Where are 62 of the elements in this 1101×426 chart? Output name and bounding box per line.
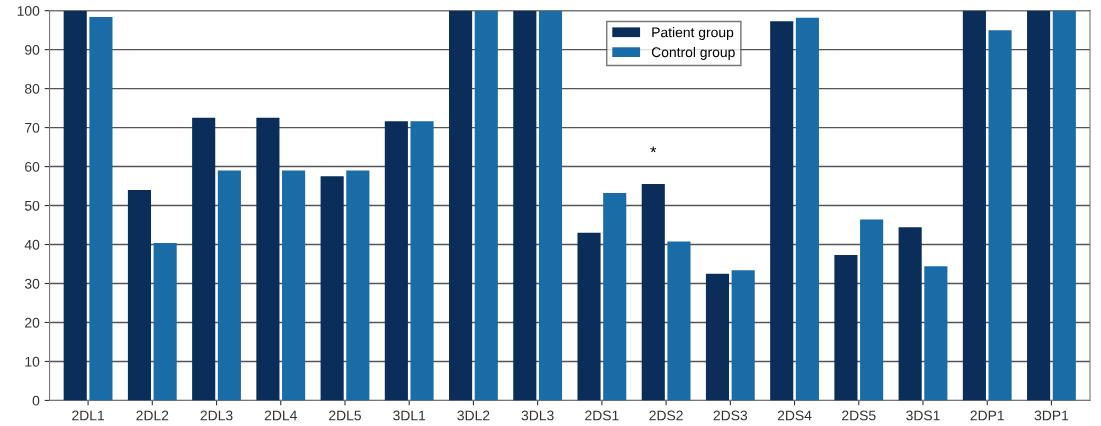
- y-tick-label: 100: [17, 5, 40, 16]
- bar: [153, 242, 177, 401]
- bar: [384, 121, 408, 401]
- x-tick-label: 3DL2: [457, 410, 490, 421]
- y-tick-label: 90: [25, 44, 40, 55]
- y-tick-label: 30: [24, 278, 40, 289]
- legend-label: Patient group: [652, 27, 734, 40]
- bar: [346, 170, 370, 401]
- bar: [282, 170, 306, 401]
- x-tick-label: 2DL5: [329, 410, 361, 421]
- bar: [795, 17, 819, 401]
- y-tick-label: 10: [25, 356, 40, 367]
- bar: [705, 273, 730, 401]
- bar: [860, 219, 884, 401]
- bar: [320, 176, 344, 401]
- x-tick-label: 2DL4: [264, 410, 297, 421]
- bar: [731, 270, 755, 401]
- x-tick-label: 2DS1: [585, 410, 619, 421]
- x-tick-label: 3DL1: [393, 410, 426, 421]
- bar: [667, 241, 691, 401]
- y-tick-label: 40: [24, 239, 40, 250]
- bar: [89, 16, 113, 401]
- x-tick-label: 2DP1: [970, 410, 1004, 421]
- bar: [127, 189, 152, 401]
- bar: [1052, 10, 1076, 401]
- bar: [603, 193, 627, 401]
- bar: [192, 117, 216, 401]
- y-tick-label: 80: [24, 83, 40, 94]
- x-tick-label: 2DS4: [777, 410, 812, 421]
- x-tick-label: 2DS3: [713, 410, 748, 421]
- bar: [577, 232, 601, 401]
- bar: [770, 21, 794, 401]
- bar: [834, 255, 858, 401]
- bar: [924, 266, 948, 401]
- y-tick-label: 60: [25, 161, 40, 172]
- x-tick-label: 2DL3: [200, 410, 233, 421]
- x-tick-label: 2DL1: [72, 410, 104, 421]
- bar: [513, 10, 537, 401]
- bar: [449, 10, 473, 401]
- legend-label: Control group: [651, 46, 735, 60]
- bar: [256, 117, 280, 401]
- bar: [63, 10, 87, 401]
- bar: [474, 10, 498, 401]
- bar: [962, 10, 986, 401]
- x-tick-label: 3DS1: [906, 410, 940, 421]
- x-tick-label: 2DS5: [842, 410, 876, 421]
- x-tick-label: 3DP1: [1034, 410, 1069, 421]
- x-tick-label: 3DL3: [521, 410, 554, 421]
- bar: [538, 10, 563, 401]
- y-tick-label: 0: [32, 395, 40, 406]
- bar: [410, 121, 434, 401]
- x-tick-label: 2DL2: [136, 410, 169, 421]
- x-tick-label: 2DS2: [649, 410, 683, 421]
- bar: [641, 184, 665, 401]
- bar: [217, 170, 241, 401]
- bar: [898, 227, 922, 401]
- y-tick-label: 20: [25, 317, 40, 328]
- annotation: *: [650, 146, 657, 153]
- y-tick-label: 70: [25, 122, 40, 133]
- bar: [988, 30, 1012, 401]
- bar: [1027, 10, 1051, 401]
- y-tick-label: 50: [24, 200, 40, 211]
